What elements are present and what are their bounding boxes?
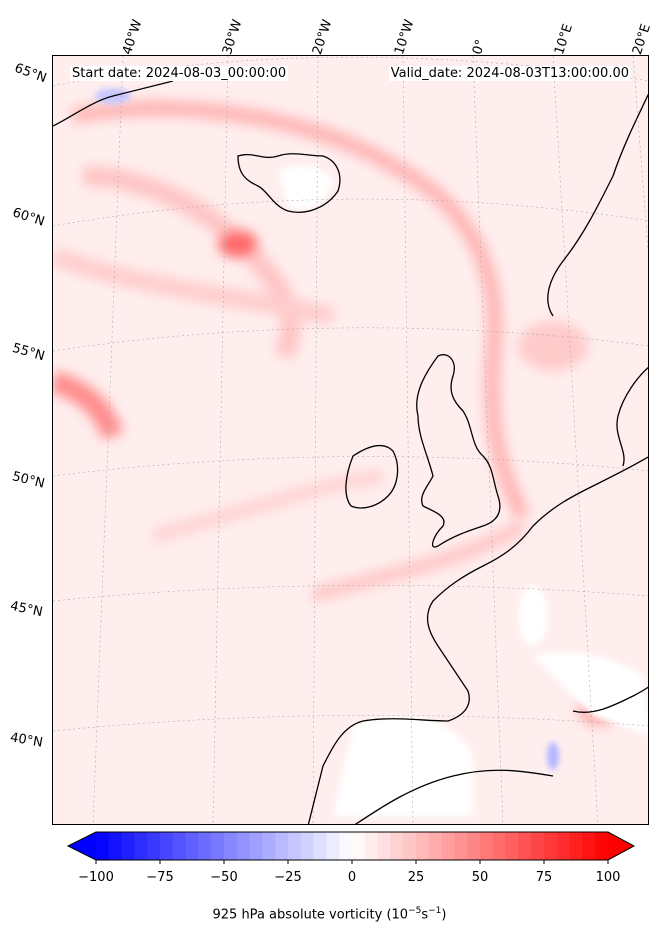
vorticity-map: [53, 56, 648, 824]
great-britain-coast: [416, 354, 501, 548]
lon-tick: 10°E: [552, 22, 576, 57]
colorbar-segment: [531, 832, 545, 860]
colorbar-title: 925 hPa absolute vorticity (10−5s−1): [212, 906, 447, 923]
lat-tick: 60°N: [10, 205, 47, 230]
colorbar-segment: [339, 832, 353, 860]
colorbar-tick-label: 50: [471, 870, 489, 885]
colorbar-segment: [556, 832, 571, 860]
start-date-label: Start date: 2024-08-03_00:00:00: [70, 66, 289, 81]
lon-tick: 20°E: [630, 22, 654, 57]
europe-coast: [307, 456, 648, 824]
lat-tick: 55°N: [10, 340, 47, 365]
colorbar-segment: [480, 832, 494, 860]
lat-tick: 65°N: [12, 60, 49, 87]
mediterranean-coast: [572, 686, 648, 713]
scandinavia-south-coast: [616, 366, 648, 467]
greenland-coast: [53, 80, 174, 127]
lon-tick: 10°W: [392, 17, 418, 57]
colorbar-segment: [160, 832, 174, 860]
colorbar-segment: [403, 832, 417, 860]
colorbar-segment: [313, 832, 327, 860]
colorbar-segment: [211, 832, 225, 860]
colorbar-segment: [467, 832, 481, 860]
colorbar-segment: [352, 832, 366, 860]
colorbar-segment: [224, 832, 238, 860]
colorbar-segment: [288, 832, 302, 860]
colorbar-segment: [390, 832, 404, 860]
coastlines: [53, 80, 648, 824]
ireland-coast: [345, 444, 399, 509]
colorbar-tick-label: 0: [347, 870, 357, 885]
colorbar-tick-label: 100: [595, 870, 621, 885]
colorbar-segment: [416, 832, 430, 860]
colorbar-segment: [364, 832, 379, 860]
colorbar-segment: [249, 832, 263, 860]
colorbar-extend-low: [68, 832, 96, 860]
colorbar-segment: [441, 832, 455, 860]
colorbar-outline: [66, 831, 636, 861]
colorbar-extend-high: [608, 832, 634, 860]
lat-tick: 50°N: [10, 469, 47, 492]
colorbar-segment: [569, 832, 583, 860]
colorbar-segment: [96, 832, 110, 860]
colorbar-tick-label: −50: [210, 870, 238, 885]
colorbar-segment: [262, 832, 276, 860]
colorbar-segment: [595, 832, 609, 860]
colorbar-segment: [108, 832, 123, 860]
colorbar-tick-label: 75: [535, 870, 553, 885]
colorbar-segment: [300, 832, 315, 860]
colorbar-segment: [134, 832, 148, 860]
colorbar-segments: [66, 831, 636, 861]
iberia-coast: [354, 769, 554, 824]
colorbar-tick-label: −100: [78, 870, 114, 885]
lat-tick: 45°N: [8, 598, 44, 621]
colorbar-segment: [326, 832, 340, 860]
colorbar-segment: [198, 832, 212, 860]
lon-tick: 30°W: [220, 17, 246, 57]
colorbar-segment: [121, 832, 135, 860]
colorbar-tick-label: −75: [146, 870, 174, 885]
colorbar-segment: [428, 832, 443, 860]
low-vorticity-patches: [278, 165, 648, 816]
colorbar-segment: [492, 832, 507, 860]
map-panel: [52, 55, 649, 825]
colorbar-segment: [236, 832, 251, 860]
lon-tick: 40°W: [120, 17, 146, 57]
colorbar-segment: [582, 832, 596, 860]
colorbar-tick-label: −25: [274, 870, 302, 885]
lon-tick: 0°: [470, 37, 489, 57]
colorbar-segment: [147, 832, 161, 860]
colorbar-segment: [518, 832, 532, 860]
iceland-coast: [237, 153, 341, 213]
colorbar-segment: [172, 832, 187, 860]
colorbar-segment: [185, 832, 199, 860]
valid-date-label: Valid_date: 2024-08-03T13:00:00.00: [388, 66, 631, 81]
colorbar-segment: [544, 832, 558, 860]
colorbar-segment: [377, 832, 391, 860]
colorbar-segment: [275, 832, 289, 860]
colorbar-segment: [454, 832, 468, 860]
colorbar-tick-label: 25: [407, 870, 425, 885]
lat-tick: 40°N: [8, 730, 44, 751]
lon-tick: 20°W: [310, 17, 336, 57]
norway-coast: [547, 93, 648, 317]
colorbar-tick-marks: [95, 860, 609, 864]
colorbar-segment: [505, 832, 519, 860]
